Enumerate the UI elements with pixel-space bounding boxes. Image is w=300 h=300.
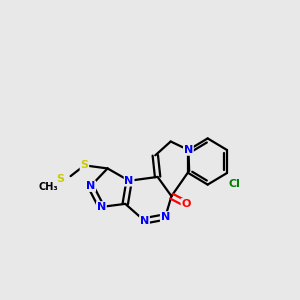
Text: Cl: Cl — [229, 179, 241, 189]
Text: N: N — [124, 176, 134, 186]
Text: N: N — [86, 181, 95, 191]
Text: O: O — [182, 199, 191, 209]
Text: CH₃: CH₃ — [38, 182, 58, 192]
Text: S: S — [56, 174, 64, 184]
Text: S: S — [80, 160, 88, 170]
Text: N: N — [161, 212, 170, 222]
Text: N: N — [140, 216, 149, 226]
Text: N: N — [184, 145, 193, 155]
Text: N: N — [97, 202, 106, 212]
